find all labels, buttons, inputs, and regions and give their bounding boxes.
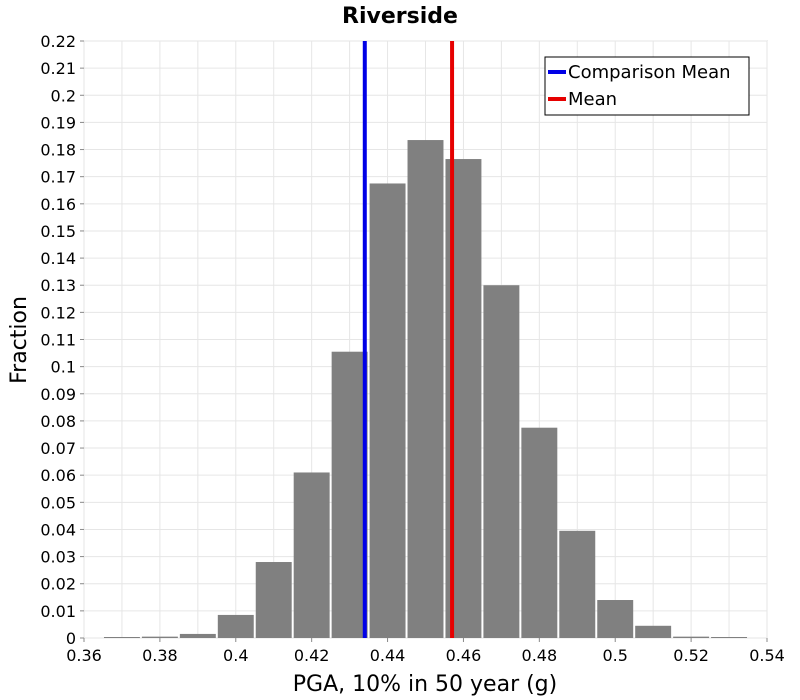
mean-lines xyxy=(362,41,455,638)
histogram-bar xyxy=(521,427,558,638)
y-tick-label: 0.2 xyxy=(51,86,76,105)
histogram-bar xyxy=(673,636,710,638)
y-tick-label: 0.17 xyxy=(40,168,76,187)
y-tick-label: 0.05 xyxy=(40,493,76,512)
legend: Comparison Mean Mean xyxy=(544,56,750,116)
legend-label-comparison-mean: Comparison Mean xyxy=(568,62,731,83)
histogram-bar xyxy=(711,637,748,638)
x-tick-label: 0.36 xyxy=(66,646,102,665)
x-tick-label: 0.42 xyxy=(294,646,330,665)
histogram-bar xyxy=(483,285,520,638)
histogram-bar xyxy=(559,530,596,638)
y-tick-label: 0 xyxy=(66,629,76,648)
y-tick-label: 0.04 xyxy=(40,520,76,539)
legend-label-mean: Mean xyxy=(568,89,617,110)
y-tick-label: 0.03 xyxy=(40,548,76,567)
y-tick-label: 0.1 xyxy=(51,358,76,377)
x-tick-label: 0.54 xyxy=(749,646,785,665)
histogram-bar xyxy=(369,183,406,638)
y-tick-label: 0.09 xyxy=(40,385,76,404)
histogram-bar xyxy=(331,351,368,638)
y-tick-label: 0.02 xyxy=(40,575,76,594)
x-tick-label: 0.4 xyxy=(223,646,248,665)
y-tick-label: 0.21 xyxy=(40,59,76,78)
y-tick-label: 0.18 xyxy=(40,141,76,160)
y-tick-label: 0.07 xyxy=(40,439,76,458)
x-tick-labels: 0.36 0.38 0.4 0.42 0.44 0.46 0.48 0.5 0.52 0.54 xyxy=(66,638,785,665)
histogram-bar xyxy=(407,140,444,638)
y-tick-label: 0.01 xyxy=(40,602,76,621)
histogram-bar xyxy=(179,633,216,638)
histogram-bar xyxy=(103,637,140,638)
histogram-bar xyxy=(141,636,178,638)
x-tick-label: 0.46 xyxy=(446,646,482,665)
x-tick-label: 0.38 xyxy=(142,646,178,665)
y-tick-label: 0.08 xyxy=(40,412,76,431)
y-tick-label: 0.13 xyxy=(40,276,76,295)
y-tick-labels: 0 0.01 0.02 0.03 0.04 0.05 0.06 0.07 0.08 0.09 0.1… xyxy=(40,32,84,648)
histogram-bar xyxy=(597,600,634,638)
x-tick-label: 0.48 xyxy=(522,646,558,665)
y-tick-label: 0.14 xyxy=(40,249,76,268)
y-tick-label: 0.16 xyxy=(40,195,76,214)
x-axis-title: PGA, 10% in 50 year (g) xyxy=(293,672,557,697)
y-tick-label: 0.06 xyxy=(40,466,76,485)
y-axis-title: Fraction xyxy=(7,296,32,384)
x-tick-label: 0.5 xyxy=(602,646,627,665)
y-tick-label: 0.11 xyxy=(40,331,76,350)
histogram-bar xyxy=(217,614,254,638)
histogram-bar xyxy=(293,472,330,638)
y-tick-label: 0.15 xyxy=(40,222,76,241)
y-tick-label: 0.12 xyxy=(40,303,76,322)
y-tick-label: 0.22 xyxy=(40,32,76,51)
chart-title: Riverside xyxy=(342,4,458,29)
x-tick-label: 0.44 xyxy=(370,646,406,665)
histogram-bar xyxy=(255,562,292,638)
x-tick-label: 0.52 xyxy=(673,646,709,665)
legend-box xyxy=(544,56,750,116)
histogram-bar xyxy=(635,625,672,638)
y-tick-label: 0.19 xyxy=(40,113,76,132)
